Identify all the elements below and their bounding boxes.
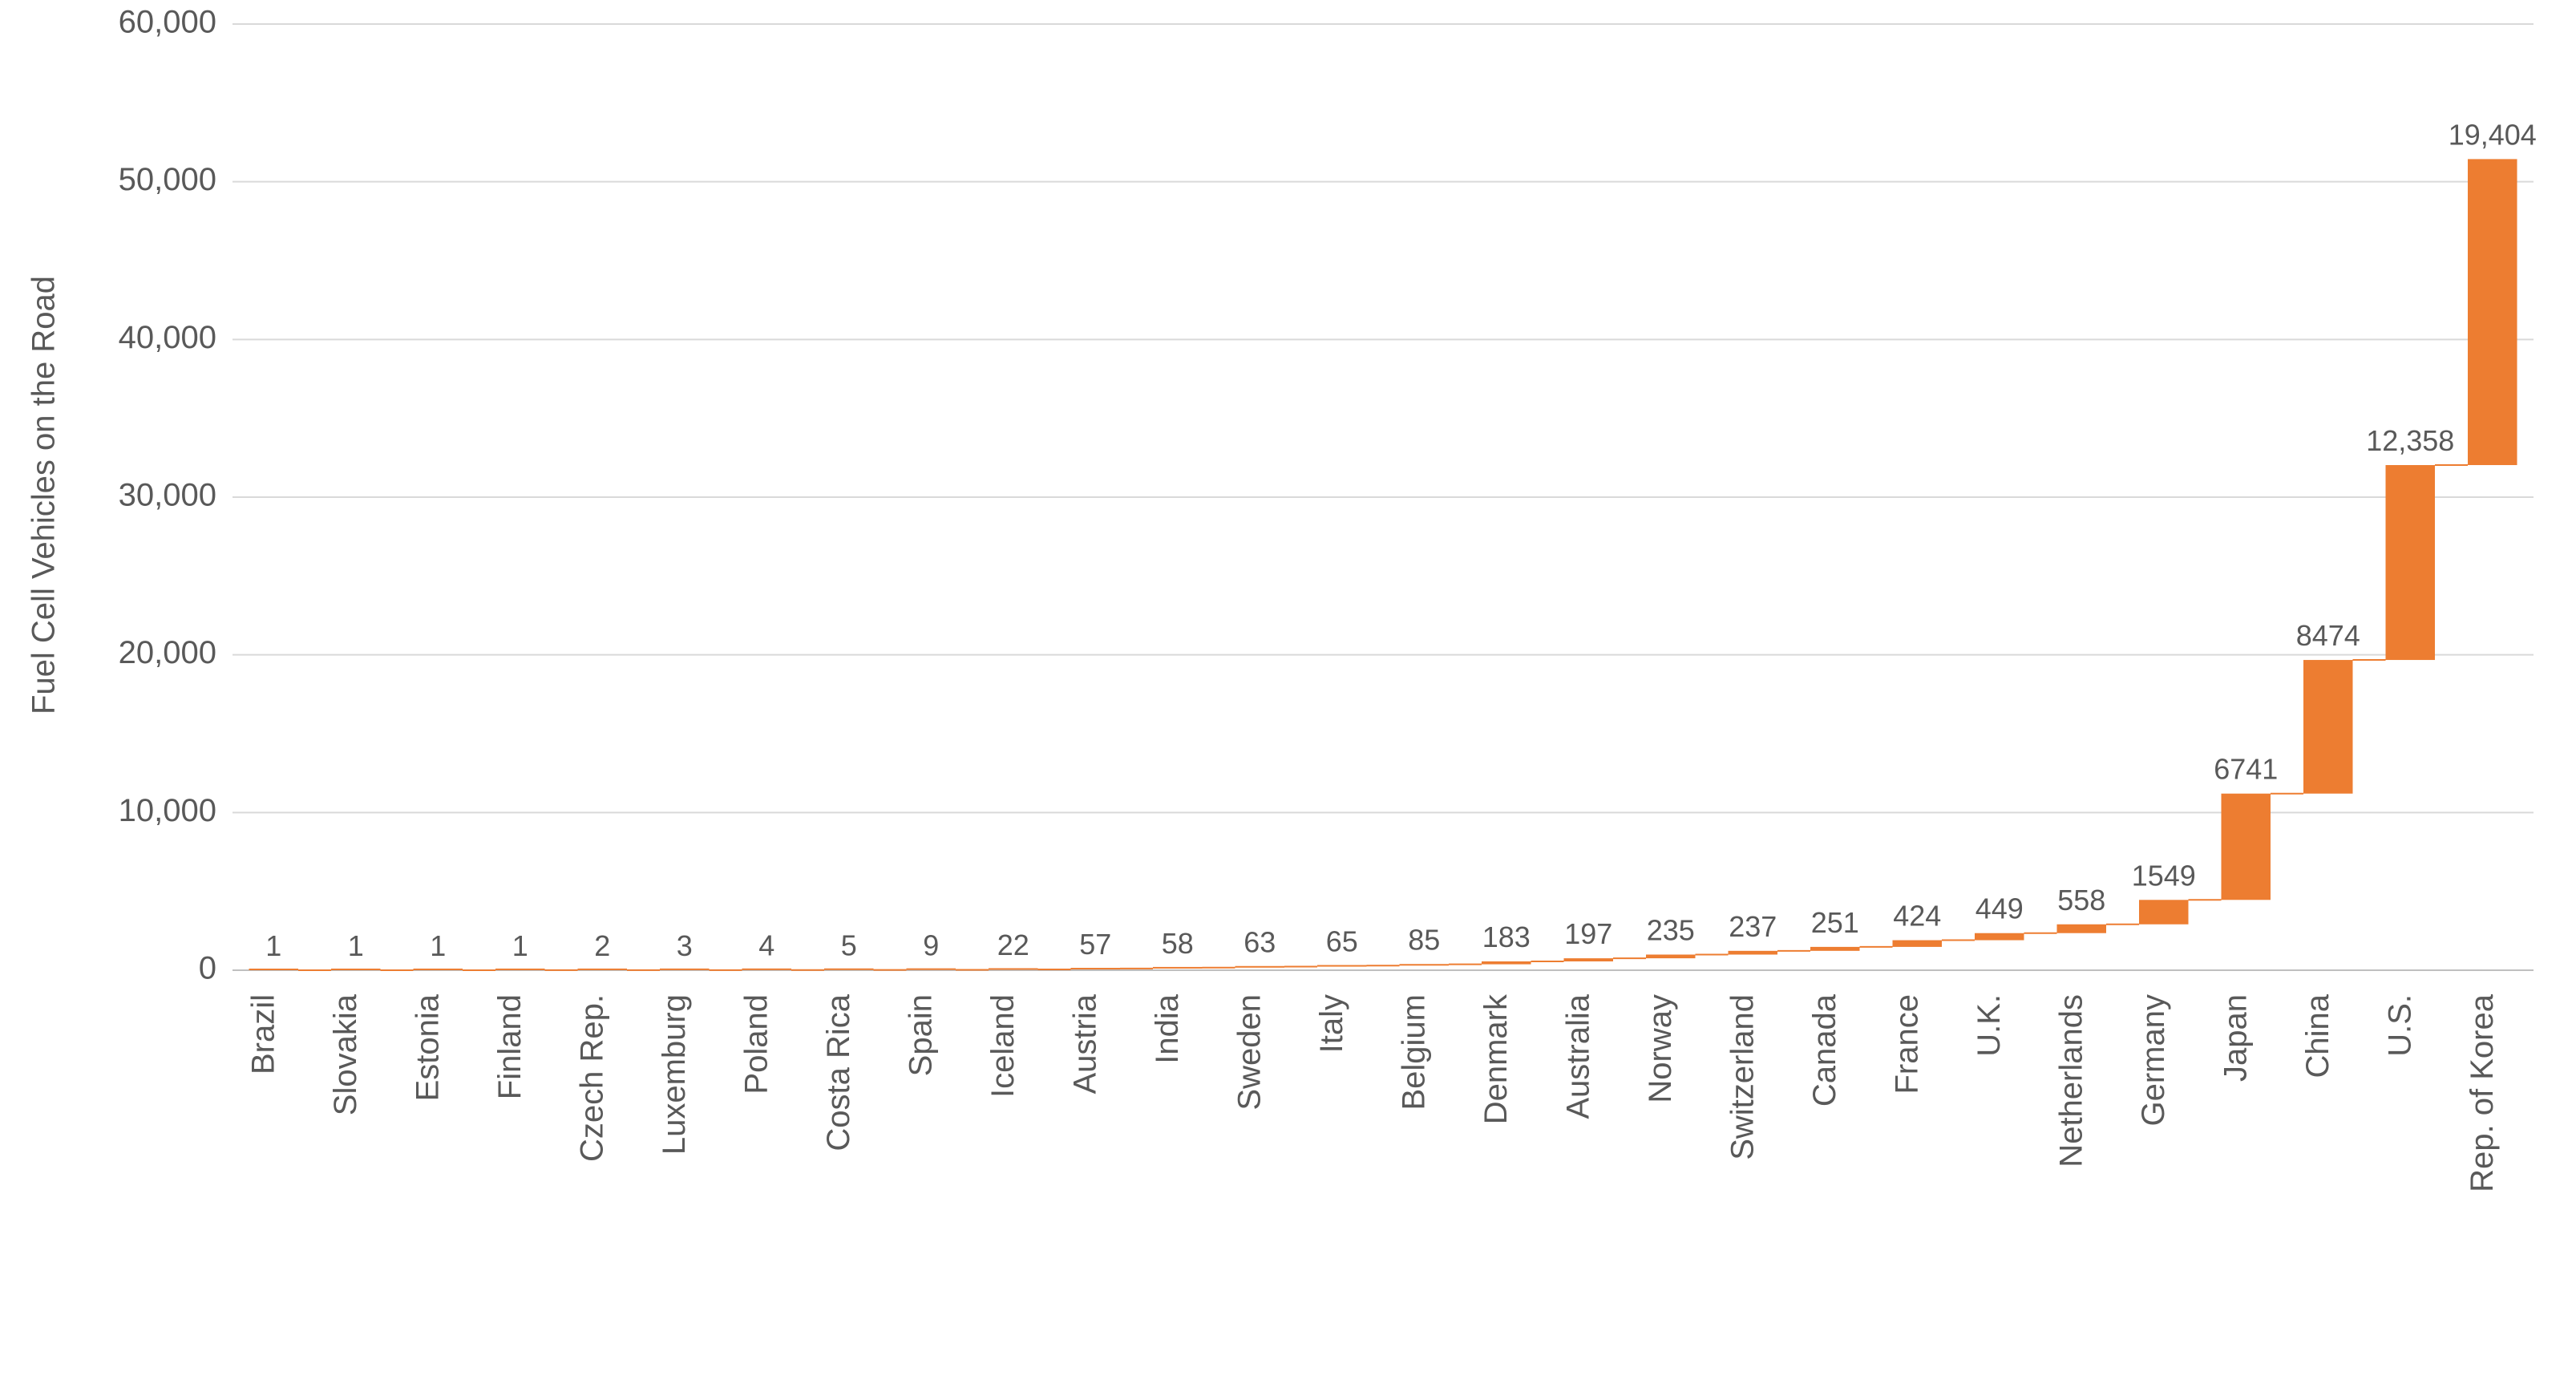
category-label: Australia	[1560, 993, 1595, 1119]
bar-value-label: 19,404	[2449, 118, 2537, 151]
bar	[414, 969, 463, 970]
bar-value-label: 4	[758, 929, 774, 962]
category-label: Austria	[1067, 993, 1102, 1094]
category-label: Italy	[1314, 994, 1349, 1053]
category-label: U.K.	[1971, 994, 2007, 1057]
bar	[1071, 968, 1121, 969]
bar	[2139, 900, 2189, 924]
category-label: France	[1889, 994, 1924, 1095]
bar	[824, 969, 874, 970]
bar	[1975, 933, 2024, 941]
bar-value-label: 12,358	[2366, 424, 2454, 457]
chart-container: Fuel Cell Vehicles on the Road 0 10,000 20…	[0, 0, 2576, 1396]
y-tick-label: 20,000	[119, 635, 216, 670]
bar-value-label: 3	[677, 929, 693, 962]
category-label: Iceland	[985, 994, 1021, 1098]
category-label: Germany	[2136, 994, 2171, 1127]
bar-value-label: 1	[348, 929, 364, 962]
bar	[1235, 966, 1285, 968]
bar-value-label: 235	[1647, 913, 1695, 946]
bar-value-label: 5	[841, 929, 857, 962]
bar	[1153, 967, 1203, 969]
bar	[249, 969, 299, 970]
bar-value-label: 65	[1326, 925, 1358, 957]
bar-value-label: 424	[1893, 900, 1941, 933]
bar	[1482, 961, 1531, 965]
y-axis-label: Fuel Cell Vehicles on the Road	[26, 271, 63, 720]
bar	[578, 969, 628, 970]
y-tick-label: 10,000	[119, 793, 216, 828]
category-label: Netherlands	[2053, 994, 2089, 1167]
bar-value-label: 8474	[2296, 619, 2360, 652]
category-label: Switzerland	[1725, 994, 1760, 1160]
category-label: Belgium	[1396, 994, 1431, 1111]
category-label: Costa Rica	[821, 993, 856, 1151]
bar-value-label: 558	[2057, 884, 2105, 917]
category-label: Slovakia	[328, 993, 363, 1115]
bar-value-label: 449	[1975, 892, 2024, 925]
bar	[1729, 951, 1778, 955]
y-tick-label: 30,000	[119, 478, 216, 513]
category-label: Sweden	[1231, 994, 1267, 1111]
bar	[1317, 965, 1367, 967]
bar	[2303, 660, 2353, 794]
category-label: Japan	[2218, 994, 2253, 1082]
category-label: Norway	[1643, 994, 1678, 1103]
bar-value-label: 1	[265, 929, 281, 962]
bar-value-label: 85	[1408, 924, 1440, 957]
category-label: Spain	[903, 994, 938, 1076]
category-label: India	[1150, 993, 1185, 1063]
category-label: China	[2300, 993, 2335, 1078]
bar-value-label: 197	[1564, 917, 1612, 950]
bar-value-label: 6741	[2214, 753, 2278, 786]
bar-value-label: 2	[594, 929, 610, 962]
bar-value-label: 1549	[2132, 859, 2196, 892]
bar-value-label: 237	[1729, 910, 1777, 943]
bar	[2222, 794, 2271, 900]
bar-value-label: 63	[1244, 926, 1276, 959]
bar	[742, 969, 792, 970]
bar-value-label: 9	[923, 929, 939, 961]
bar-value-label: 57	[1079, 928, 1111, 961]
bar-value-label: 1	[430, 929, 446, 962]
category-label: Czech Rep.	[574, 994, 609, 1162]
chart-svg: 0 10,000 20,000 30,000 40,000 50,000 60,000 1 1 1…	[0, 0, 2576, 1396]
bar-value-label: 251	[1811, 906, 1859, 939]
bar	[660, 969, 710, 970]
y-tick-label: 0	[199, 951, 216, 986]
bar	[2386, 465, 2436, 660]
y-tick-label: 60,000	[119, 5, 216, 40]
bar	[907, 969, 956, 970]
category-label: Poland	[738, 994, 774, 1095]
bar-value-label: 183	[1482, 921, 1531, 953]
category-label: Brazil	[245, 994, 281, 1074]
bar	[331, 969, 381, 970]
bar	[1810, 947, 1860, 951]
category-label: U.S.	[2382, 994, 2417, 1057]
bar	[1893, 941, 1943, 947]
category-label: Luxemburg	[657, 994, 692, 1155]
bar-value-label: 58	[1162, 927, 1194, 960]
bar	[1400, 964, 1450, 965]
category-label: Rep. of Korea	[2465, 993, 2500, 1192]
bar	[1646, 954, 1696, 958]
bar	[495, 969, 545, 970]
bar	[2057, 925, 2107, 933]
category-label: Canada	[1807, 993, 1842, 1107]
y-tick-label: 50,000	[119, 162, 216, 197]
category-label: Estonia	[410, 993, 445, 1101]
category-label: Finland	[492, 994, 528, 1099]
bar	[989, 968, 1038, 969]
category-label: Denmark	[1478, 993, 1514, 1124]
bar-value-label: 1	[512, 929, 528, 962]
bar	[1564, 958, 1614, 961]
bar	[2468, 159, 2517, 465]
bar-value-label: 22	[997, 929, 1029, 961]
y-tick-label: 40,000	[119, 320, 216, 355]
